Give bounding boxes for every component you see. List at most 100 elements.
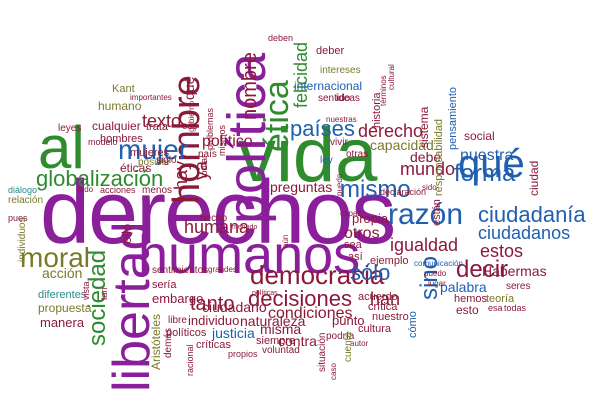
word-acuerdo: acuerdo — [358, 291, 398, 303]
word-hecho: hecho — [200, 213, 228, 224]
word-capacidad: capacidad — [370, 137, 434, 153]
word-politicas: menudo — [232, 224, 258, 231]
word-capaz: lugar — [428, 279, 446, 288]
word-vista: tan — [99, 287, 109, 300]
word-humano: humano — [98, 99, 142, 113]
word-asi: así — [348, 251, 363, 263]
word-contra: contra — [278, 333, 317, 349]
word-vida: vida — [238, 113, 378, 198]
word-deben: deben — [268, 33, 294, 43]
word-ciudadano: ciudadano — [202, 299, 267, 315]
word-otras: otras — [346, 149, 369, 160]
word-lado: lado — [78, 185, 94, 194]
word-social: social — [464, 129, 495, 143]
word-podria: podría — [326, 331, 355, 342]
word-accion: acción — [42, 265, 83, 281]
word-modelo: modelo — [88, 137, 118, 147]
word-vivir: vivir — [330, 137, 348, 148]
word-ciudadania: ciudadanía — [478, 202, 586, 227]
word-posible: posible — [138, 157, 170, 168]
word-que-big: qué — [458, 142, 525, 186]
word-sentimientos: sentimientos — [152, 265, 209, 276]
word-nuestras: nuestras — [326, 115, 357, 124]
word-hemos: hemos — [454, 293, 488, 305]
word-tomar: tomar — [199, 154, 209, 178]
word-deber: deber — [316, 45, 345, 57]
word-globalizacion: globalización — [36, 166, 164, 191]
word-derecho: derecho — [358, 121, 424, 141]
word-hombres: hombres — [100, 133, 143, 145]
word-otros: otros — [344, 225, 380, 242]
word-texto: texto — [142, 111, 182, 131]
word-justicia: justicia — [212, 325, 255, 341]
word-pues: pues — [8, 213, 28, 223]
word-ello: ello — [119, 223, 134, 244]
word-estos: estos — [480, 241, 524, 261]
word-etica: ética — [258, 80, 296, 152]
word-como: cómo — [407, 311, 419, 338]
word-leyes: leyes — [58, 123, 82, 134]
word-diferentes: diferentes — [38, 289, 87, 301]
word-terminos: vista — [81, 281, 91, 300]
word-preguntas: preguntas — [270, 179, 333, 195]
word-nuestro: nuestro — [372, 311, 409, 323]
word-demas: demás — [163, 327, 174, 358]
word-solo: sólo — [350, 260, 391, 285]
word-mundo: mundo — [400, 159, 456, 179]
word-cultura: cultura — [358, 323, 392, 335]
word-nuestra: nuestra — [460, 147, 514, 164]
word-han: han — [370, 289, 401, 309]
word-decir: decir — [456, 256, 509, 283]
word-democracia: democracia — [250, 260, 385, 290]
word-sistema: sistema — [417, 106, 431, 148]
word-aun: aún — [281, 234, 290, 248]
word-debe: debe — [410, 149, 442, 165]
word-cualquier: cualquier — [92, 119, 141, 133]
word-seres: seres — [506, 281, 531, 292]
word-dialogo: diálogo — [8, 185, 38, 195]
word-ciudadanos: ciudadanos — [478, 223, 571, 243]
word-grandes: grandes — [208, 265, 237, 274]
word-libre: libre — [168, 315, 187, 326]
word-humanos: humanos — [138, 225, 361, 285]
word-mujeres: mujeres — [130, 147, 170, 159]
word-embargo: embargo — [152, 291, 204, 306]
word-condiciones: condiciones — [268, 305, 353, 322]
word-eticas: éticas — [120, 161, 152, 175]
word-situacion: situación — [317, 332, 328, 372]
word-forma: forma — [454, 160, 516, 187]
word-igualdad: igualdad — [390, 235, 459, 255]
word-sea: sea — [344, 239, 362, 251]
word-siempre: siempre — [256, 335, 296, 347]
word-al: al — [38, 114, 85, 181]
word-ciudad: ciudad — [527, 160, 541, 196]
word-pais: país — [198, 149, 217, 160]
word-que-small: qué — [181, 76, 197, 100]
word-felicidad: felicidad — [291, 41, 311, 108]
word-menos: menos — [142, 185, 173, 196]
word-esa: esa — [488, 303, 503, 313]
word-esc: capaz — [340, 209, 362, 218]
word-propia: propia — [352, 211, 389, 226]
word-trata: trata — [146, 121, 169, 133]
word-moral: moral — [20, 242, 91, 273]
word-comunicacion: comunicación — [414, 259, 463, 268]
word-internacional: internacional — [294, 79, 363, 93]
word-individuo: individuo — [188, 313, 240, 328]
word-criticas: críticas — [196, 339, 231, 351]
word-humana: humana — [184, 217, 250, 237]
word-lugar: puedo — [424, 269, 447, 278]
word-tan: esc — [182, 121, 198, 132]
word-paises: países — [290, 116, 355, 141]
word-problemas: problemas — [205, 107, 215, 150]
word-mismos: mismos — [217, 125, 227, 156]
word-sentido: sentido — [318, 93, 351, 104]
word-puede: puede — [335, 173, 344, 196]
word-sociedades: caso — [329, 363, 338, 380]
word-sido: sido — [422, 183, 437, 192]
word-kant: Kant — [112, 83, 135, 95]
word-acciones: acciones — [100, 185, 136, 195]
word-pensamiento: pensamiento — [447, 87, 459, 150]
word-politicos: políticos — [166, 327, 207, 339]
word-propios: propios — [228, 349, 258, 359]
